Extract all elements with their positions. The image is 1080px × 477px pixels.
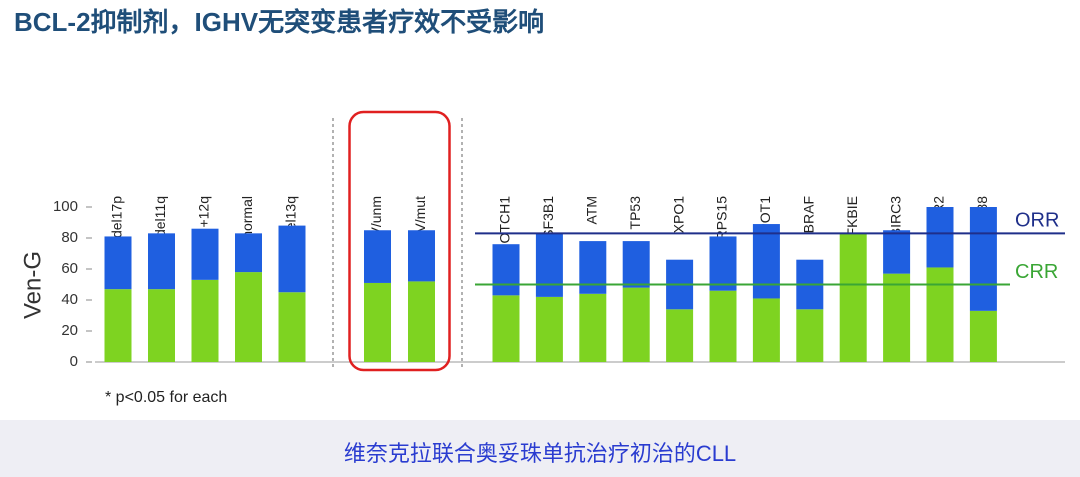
bar-segment — [752, 298, 780, 362]
bar-segment — [278, 225, 306, 293]
bar-segment — [883, 273, 911, 362]
x-tick-label: del17p — [109, 196, 125, 238]
bar-segment — [235, 272, 262, 362]
x-tick-label: BRAF — [801, 196, 817, 233]
x-tick-label: BIRC3 — [887, 196, 903, 237]
caption-band — [0, 420, 1080, 477]
x-tick-label: NOTCH1 — [497, 196, 513, 254]
bar-segment — [535, 233, 563, 297]
x-tick-label: normal — [239, 196, 255, 239]
x-tick-label: XPO1 — [670, 196, 686, 234]
bar-segment — [104, 236, 132, 290]
bar-segment — [839, 233, 867, 362]
y-tick-label: 80 — [61, 229, 78, 246]
bar-segment — [191, 228, 219, 280]
bar-segment — [969, 310, 997, 362]
bar-segment — [408, 281, 435, 362]
bar-segment — [969, 207, 997, 311]
highlight-box — [348, 110, 451, 372]
bar-segment — [364, 230, 391, 283]
x-tick-label: TP53 — [627, 196, 643, 230]
bar-segment — [278, 292, 306, 362]
bar-segment — [408, 230, 435, 282]
x-tick-label: SF3B1 — [540, 196, 556, 239]
caption: 维奈克拉联合奥妥珠单抗治疗初治的CLL — [344, 441, 736, 466]
bar-segment — [492, 295, 520, 362]
bar-segment — [622, 241, 650, 288]
bar-segment — [926, 207, 954, 268]
bar-segment — [666, 309, 694, 362]
y-tick-label: 20 — [61, 322, 78, 339]
bar-segment — [492, 244, 520, 296]
bar-segment — [622, 287, 650, 362]
bar-segment — [752, 224, 780, 299]
footnote: * p<0.05 for each — [105, 389, 227, 406]
bar-segment — [796, 309, 824, 362]
bar-segment — [191, 279, 219, 362]
x-tick-label: RPS15 — [714, 196, 730, 241]
y-tick-label: 100 — [53, 198, 78, 215]
y-tick-label: 0 — [70, 353, 78, 370]
bar-segment — [926, 267, 954, 362]
bar-segment — [148, 233, 175, 290]
bar-segment — [709, 236, 737, 291]
x-tick-label: ATM — [584, 196, 600, 225]
bar-segment — [235, 233, 262, 273]
x-tick-label: +12q — [196, 196, 212, 228]
bar-segment — [883, 230, 911, 274]
x-tick-label: POT1 — [757, 196, 773, 233]
bar-segment — [579, 241, 607, 294]
bar-segment — [148, 289, 175, 362]
y-tick-label: 40 — [61, 291, 78, 308]
bar-segment — [364, 282, 391, 362]
bar-segment — [579, 293, 607, 362]
y-axis-label: Ven-G — [19, 251, 46, 319]
slide-title: BCL-2抑制剂，IGHV无突变患者疗效不受影响 — [14, 7, 544, 37]
reference-label: CRR — [1015, 261, 1058, 283]
bar-segment — [709, 290, 737, 362]
bar-segment — [104, 289, 132, 362]
x-tick-label: del11q — [152, 196, 168, 237]
bar-segment — [535, 296, 563, 362]
y-tick-label: 60 — [61, 260, 78, 277]
reference-label: ORR — [1015, 210, 1059, 232]
